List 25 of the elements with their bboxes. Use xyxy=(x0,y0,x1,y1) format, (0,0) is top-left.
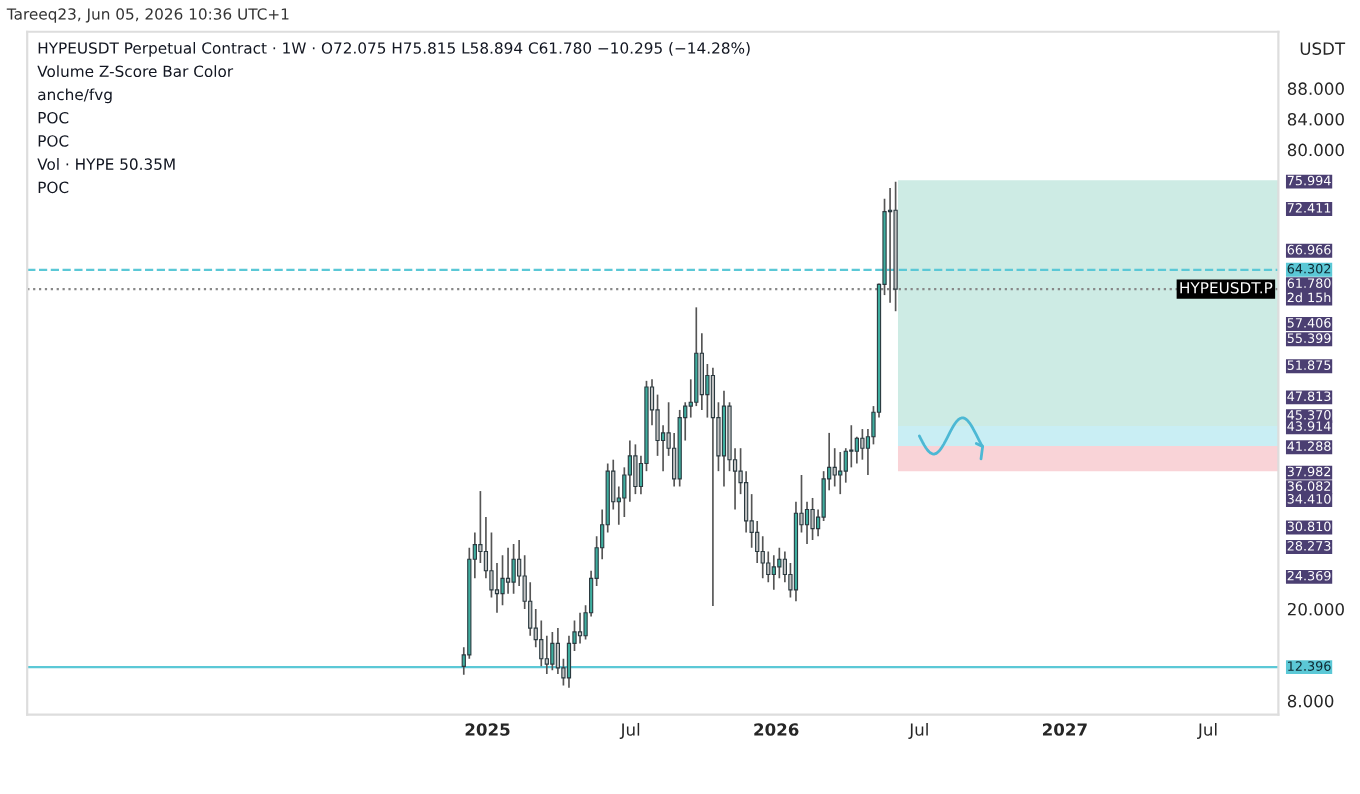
candlestick xyxy=(550,631,555,672)
candlestick xyxy=(832,447,837,488)
x-tick-label: Jul xyxy=(619,722,640,739)
x-tick-label: Jul xyxy=(1197,722,1217,739)
candlestick xyxy=(771,554,776,591)
candlestick xyxy=(710,366,716,607)
x-tick-label: 2027 xyxy=(1042,723,1087,736)
y-tick-label: 88.000 xyxy=(1287,82,1344,95)
candlestick xyxy=(577,611,583,645)
candlestick xyxy=(500,554,505,606)
candlestick xyxy=(838,451,843,495)
candlestick xyxy=(505,546,511,595)
candlestick xyxy=(633,443,638,495)
candlestick xyxy=(699,332,704,411)
y-tick-label: 8.000 xyxy=(1287,694,1334,708)
y-tick-label: 84.000 xyxy=(1287,112,1344,126)
y-tick-label: 20.000 xyxy=(1287,602,1344,616)
y-axis-title: USDT xyxy=(1300,42,1346,55)
candlestick xyxy=(810,497,815,541)
x-tick-label: Jul xyxy=(908,722,928,739)
candlestick xyxy=(511,543,516,595)
x-tick-label: 2025 xyxy=(465,723,510,736)
y-tick-label: 80.000 xyxy=(1287,143,1344,157)
candlestick xyxy=(860,428,865,461)
x-tick-label: 2026 xyxy=(754,723,799,736)
